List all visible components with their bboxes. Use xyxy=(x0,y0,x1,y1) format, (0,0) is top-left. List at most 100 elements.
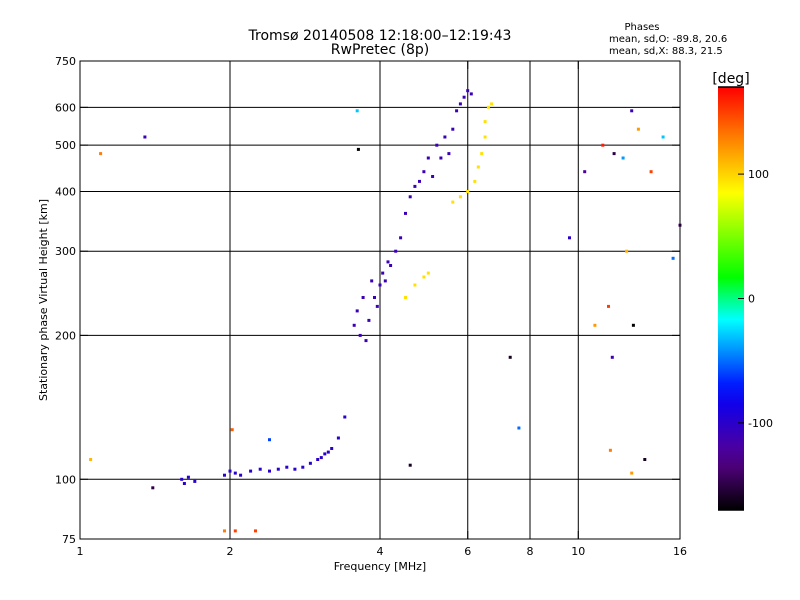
title-block: Tromsø 20140508 12:18:00–12:19:43 RwPret… xyxy=(248,28,512,58)
data-point xyxy=(608,448,612,452)
data-point xyxy=(451,200,455,204)
data-point xyxy=(408,195,412,199)
grid xyxy=(80,61,680,539)
data-point xyxy=(593,323,597,327)
colorbar-tick-label: 100 xyxy=(748,168,769,181)
data-point xyxy=(228,469,232,473)
data-point xyxy=(612,152,616,156)
chart-title: Tromsø 20140508 12:18:00–12:19:43 xyxy=(248,28,512,44)
data-point xyxy=(413,184,417,188)
stats-x-mode: mean, sd,X: 88.3, 21.5 xyxy=(609,46,723,57)
y-tick-label: 200 xyxy=(55,329,76,342)
data-point xyxy=(661,135,665,139)
data-point xyxy=(476,165,480,169)
data-point xyxy=(361,296,365,299)
data-point xyxy=(223,473,226,477)
y-axis-label: Stationary phase Virtual Height [km] xyxy=(37,199,50,401)
data-point xyxy=(233,471,237,475)
x-tick-label: 8 xyxy=(527,545,534,558)
data-point xyxy=(404,211,407,215)
data-point xyxy=(469,92,473,96)
data-point xyxy=(413,283,417,287)
data-point xyxy=(671,256,675,260)
data-point xyxy=(316,458,320,461)
data-point xyxy=(330,447,334,450)
stats-title: Phases xyxy=(624,22,659,33)
data-point xyxy=(435,143,439,147)
data-point xyxy=(151,486,155,490)
x-tick-label: 10 xyxy=(571,545,585,558)
chart-subtitle: RwPretec (8p) xyxy=(331,42,429,58)
data-point xyxy=(422,275,426,279)
data-point xyxy=(426,271,430,275)
data-point xyxy=(466,190,470,193)
colorbar-label: [deg] xyxy=(712,71,749,87)
data-point xyxy=(625,249,629,253)
data-point xyxy=(223,529,226,533)
data-point xyxy=(230,428,234,432)
y-tick-label: 750 xyxy=(55,55,76,68)
data-point xyxy=(601,143,605,147)
data-point xyxy=(182,482,186,485)
data-point xyxy=(630,109,634,113)
data-point xyxy=(480,152,484,156)
data-point xyxy=(408,463,412,467)
x-tick-label: 2 xyxy=(227,545,234,558)
data-point xyxy=(308,461,312,465)
data-point xyxy=(375,304,379,308)
data-point xyxy=(293,467,297,471)
y-tick-label: 500 xyxy=(55,139,76,152)
data-point xyxy=(381,271,385,275)
data-point xyxy=(394,249,398,253)
data-point xyxy=(447,152,451,156)
y-tick-label: 75 xyxy=(62,533,76,546)
data-point xyxy=(180,477,184,481)
data-point xyxy=(631,323,635,327)
data-point xyxy=(358,333,362,337)
data-point xyxy=(343,415,347,419)
data-point xyxy=(301,465,305,469)
data-point xyxy=(355,309,359,313)
data-point xyxy=(439,156,443,160)
data-point xyxy=(607,304,610,308)
data-point xyxy=(431,175,435,178)
data-point xyxy=(483,135,487,139)
data-point xyxy=(254,529,257,533)
data-point xyxy=(483,120,487,124)
data-point xyxy=(455,109,459,113)
data-point xyxy=(367,318,371,322)
data-point xyxy=(404,296,407,299)
data-point xyxy=(355,109,359,113)
data-point xyxy=(422,170,426,174)
data-point xyxy=(233,529,237,533)
data-point xyxy=(399,236,403,240)
data-point xyxy=(473,179,477,183)
data-point xyxy=(373,296,376,299)
data-point xyxy=(89,458,93,461)
data-point xyxy=(285,465,289,469)
colorbar: [deg] 100 0 -100 xyxy=(712,71,773,511)
x-axis-label: Frequency [MHz] xyxy=(334,560,426,573)
data-point xyxy=(649,170,653,174)
data-point xyxy=(466,89,470,93)
data-point xyxy=(583,170,587,174)
data-point xyxy=(268,438,271,442)
data-point xyxy=(443,135,447,139)
colorbar-tick-label: 0 xyxy=(748,293,755,306)
data-point xyxy=(336,436,340,440)
data-point xyxy=(426,156,430,160)
data-point xyxy=(326,450,330,454)
data-point xyxy=(319,456,323,460)
data-point xyxy=(186,475,190,479)
data-point xyxy=(462,95,466,99)
data-point xyxy=(276,467,280,471)
data-point xyxy=(636,127,640,131)
data-point xyxy=(356,147,360,151)
y-tick-label: 400 xyxy=(55,185,76,198)
data-point xyxy=(193,479,197,483)
data-point xyxy=(643,458,647,461)
data-point xyxy=(239,473,243,477)
data-point xyxy=(249,469,253,473)
data-point xyxy=(370,279,374,283)
